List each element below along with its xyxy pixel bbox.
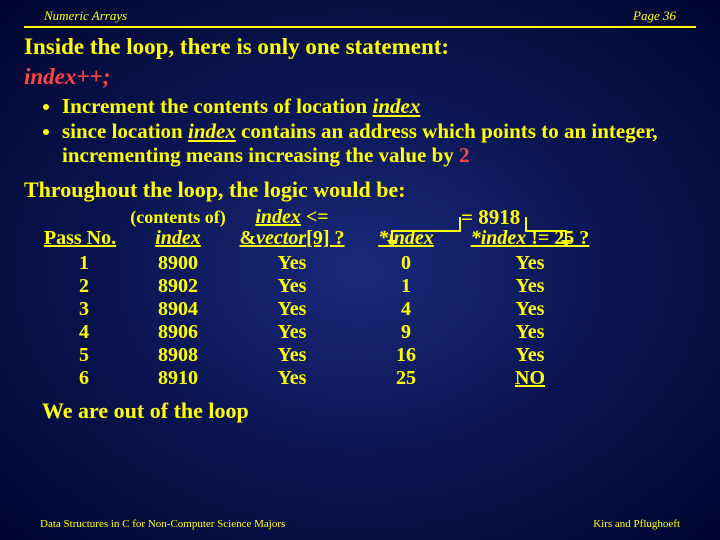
r1c4: 0 (352, 252, 460, 275)
r3c1: 3 (36, 298, 124, 321)
th-cond-d: vector (256, 227, 306, 249)
bullet-1: Increment the contents of location index (62, 94, 696, 118)
stmt-text: index++; (24, 64, 110, 89)
header-right: Page 36 (633, 8, 676, 24)
b2-u: index (188, 119, 236, 143)
r2c3: Yes (232, 275, 352, 298)
r1c3: Yes (232, 252, 352, 275)
r5c5: Yes (460, 344, 600, 367)
no-text: NO (515, 367, 545, 389)
b1-u: index (372, 94, 420, 118)
r4c4: 9 (352, 321, 460, 344)
th-contents-b: index (155, 227, 201, 249)
r5c2: 8908 (124, 344, 232, 367)
th-cond-e: [9] ? (306, 227, 344, 249)
r6c1: 6 (36, 367, 124, 390)
th-ne: *index != 25 ? (460, 228, 600, 252)
bullet-list: Increment the contents of location index… (62, 94, 696, 167)
r4c2: 8906 (124, 321, 232, 344)
r3c2: 8904 (124, 298, 232, 321)
r5c1: 5 (36, 344, 124, 367)
b2-pre: since location (62, 119, 188, 143)
title-text: Inside the loop, there is only one state… (24, 34, 696, 60)
r3c4: 4 (352, 298, 460, 321)
r4c3: Yes (232, 321, 352, 344)
footer-row: Data Structures in C for Non-Computer Sc… (40, 518, 680, 530)
r6c3: Yes (232, 367, 352, 390)
b2-two: 2 (459, 143, 470, 167)
r5c4: 16 (352, 344, 460, 367)
th-pass-text: Pass No. (44, 227, 116, 249)
r4c1: 4 (36, 321, 124, 344)
th-cond-c: & (240, 227, 257, 249)
r6c5: NO (460, 367, 600, 390)
r1c1: 1 (36, 252, 124, 275)
conclusion: We are out of the loop (42, 398, 696, 424)
r2c4: 1 (352, 275, 460, 298)
th-cond: index <= &vector[9] ? (232, 207, 352, 252)
r2c1: 2 (36, 275, 124, 298)
subheading: Throughout the loop, the logic would be: (24, 177, 696, 203)
footer-left: Data Structures in C for Non-Computer Sc… (40, 518, 285, 530)
r3c3: Yes (232, 298, 352, 321)
eq-label: = 8918 (461, 205, 520, 230)
th-pass: Pass No. (36, 228, 124, 252)
header-row: Numeric Arrays Page 36 (24, 8, 696, 24)
th-star-text: *index (378, 227, 434, 249)
r2c2: 8902 (124, 275, 232, 298)
r6c4: 25 (352, 367, 460, 390)
r3c5: Yes (460, 298, 600, 321)
th-star: *index (352, 228, 460, 252)
trace-table: = 8918 Pass No. (contents of)index index… (36, 207, 696, 390)
r4c5: Yes (460, 321, 600, 344)
r1c2: 8900 (124, 252, 232, 275)
code-statement: index++; (24, 64, 696, 90)
slide-content: Numeric Arrays Page 36 Inside the loop, … (0, 0, 720, 432)
r1c5: Yes (460, 252, 600, 275)
th-contents-a: (contents of) (130, 207, 225, 227)
th-contents: (contents of)index (124, 207, 232, 252)
header-rule (24, 26, 696, 28)
r6c2: 8910 (124, 367, 232, 390)
th-ne-b: != 25 ? (526, 227, 589, 249)
r2c5: Yes (460, 275, 600, 298)
th-ne-a: *index (471, 227, 527, 249)
bullet-2: since location index contains an address… (62, 119, 696, 167)
b1-pre: Increment the contents of location (62, 94, 372, 118)
th-cond-b: <= (301, 206, 329, 228)
header-left: Numeric Arrays (44, 8, 127, 24)
th-cond-a: index (255, 206, 301, 228)
r5c3: Yes (232, 344, 352, 367)
table-grid: Pass No. (contents of)index index <=&vec… (36, 207, 696, 390)
footer-right: Kirs and Pflughoeft (593, 518, 680, 530)
